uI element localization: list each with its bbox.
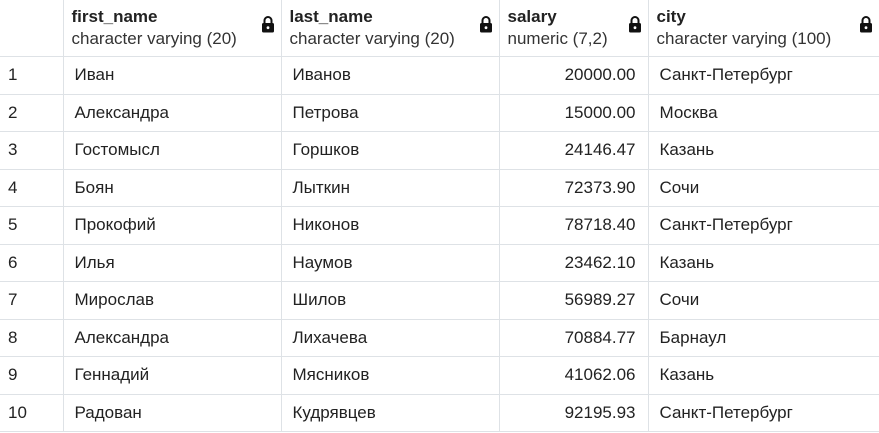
column-type: character varying (20) <box>71 28 237 48</box>
cell-last-name[interactable]: Кудрявцев <box>281 394 500 432</box>
row-number[interactable]: 9 <box>0 356 64 395</box>
cell-city[interactable]: Санкт-Петербург <box>648 394 879 432</box>
table-row[interactable]: 9 Геннадий Мясников 41062.06 Казань <box>0 356 879 395</box>
lock-icon <box>859 16 872 33</box>
table-row[interactable]: 6 Илья Наумов 23462.10 Казань <box>0 244 879 282</box>
cell-salary[interactable]: 24146.47 <box>499 131 649 170</box>
cell-salary[interactable]: 15000.00 <box>499 94 649 132</box>
cell-first-name[interactable]: Александра <box>63 319 282 357</box>
table-row[interactable]: 8 Александра Лихачева 70884.77 Барнаул <box>0 319 879 357</box>
cell-first-name[interactable]: Геннадий <box>63 356 282 395</box>
row-number[interactable]: 5 <box>0 206 64 245</box>
column-type: numeric (7,2) <box>507 28 608 48</box>
cell-city[interactable]: Казань <box>648 356 879 395</box>
table-row[interactable]: 5 Прокофий Никонов 78718.40 Санкт-Петерб… <box>0 206 879 245</box>
row-number[interactable]: 2 <box>0 94 64 132</box>
cell-salary[interactable]: 20000.00 <box>499 56 649 95</box>
cell-last-name[interactable]: Лыткин <box>281 169 500 207</box>
table-row[interactable]: 2 Александра Петрова 15000.00 Москва <box>0 94 879 132</box>
column-header-city[interactable]: city character varying (100) <box>648 0 879 57</box>
cell-first-name[interactable]: Иван <box>63 56 282 95</box>
cell-first-name[interactable]: Гостомысл <box>63 131 282 170</box>
column-header-last-name[interactable]: last_name character varying (20) <box>281 0 500 57</box>
cell-last-name[interactable]: Мясников <box>281 356 500 395</box>
lock-icon <box>261 16 274 33</box>
lock-icon <box>628 16 641 33</box>
cell-first-name[interactable]: Мирослав <box>63 281 282 320</box>
cell-last-name[interactable]: Лихачева <box>281 319 500 357</box>
cell-first-name[interactable]: Прокофий <box>63 206 282 245</box>
cell-salary[interactable]: 23462.10 <box>499 244 649 282</box>
header-row: first_name character varying (20) last_n… <box>0 0 879 57</box>
column-header-first-name[interactable]: first_name character varying (20) <box>63 0 282 57</box>
cell-city[interactable]: Москва <box>648 94 879 132</box>
table-row[interactable]: 4 Боян Лыткин 72373.90 Сочи <box>0 169 879 207</box>
row-number[interactable]: 10 <box>0 394 64 432</box>
cell-city[interactable]: Санкт-Петербург <box>648 206 879 245</box>
cell-city[interactable]: Барнаул <box>648 319 879 357</box>
cell-salary[interactable]: 41062.06 <box>499 356 649 395</box>
column-header-salary[interactable]: salary numeric (7,2) <box>499 0 649 57</box>
row-number[interactable]: 7 <box>0 281 64 320</box>
cell-last-name[interactable]: Наумов <box>281 244 500 282</box>
cell-salary[interactable]: 70884.77 <box>499 319 649 357</box>
column-name: city <box>656 6 686 26</box>
column-type: character varying (20) <box>289 28 455 48</box>
cell-last-name[interactable]: Никонов <box>281 206 500 245</box>
cell-city[interactable]: Сочи <box>648 169 879 207</box>
table-row[interactable]: 1 Иван Иванов 20000.00 Санкт-Петербург <box>0 56 879 95</box>
column-name: last_name <box>289 6 373 26</box>
cell-city[interactable]: Казань <box>648 131 879 170</box>
table-row[interactable]: 10 Радован Кудрявцев 92195.93 Санкт-Пете… <box>0 394 879 432</box>
cell-salary[interactable]: 92195.93 <box>499 394 649 432</box>
row-number[interactable]: 6 <box>0 244 64 282</box>
cell-last-name[interactable]: Шилов <box>281 281 500 320</box>
cell-first-name[interactable]: Александра <box>63 94 282 132</box>
cell-city[interactable]: Сочи <box>648 281 879 320</box>
row-number[interactable]: 8 <box>0 319 64 357</box>
cell-last-name[interactable]: Петрова <box>281 94 500 132</box>
table-row[interactable]: 3 Гостомысл Горшков 24146.47 Казань <box>0 131 879 170</box>
cell-last-name[interactable]: Иванов <box>281 56 500 95</box>
column-type: character varying (100) <box>656 28 832 48</box>
column-name: first_name <box>71 6 158 26</box>
cell-salary[interactable]: 78718.40 <box>499 206 649 245</box>
row-number-header <box>0 0 64 57</box>
cell-first-name[interactable]: Боян <box>63 169 282 207</box>
cell-salary[interactable]: 56989.27 <box>499 281 649 320</box>
row-number[interactable]: 4 <box>0 169 64 207</box>
row-number[interactable]: 1 <box>0 56 64 95</box>
table-row[interactable]: 7 Мирослав Шилов 56989.27 Сочи <box>0 281 879 320</box>
cell-first-name[interactable]: Радован <box>63 394 282 432</box>
cell-first-name[interactable]: Илья <box>63 244 282 282</box>
row-number[interactable]: 3 <box>0 131 64 170</box>
cell-city[interactable]: Казань <box>648 244 879 282</box>
column-name: salary <box>507 6 557 26</box>
cell-last-name[interactable]: Горшков <box>281 131 500 170</box>
cell-salary[interactable]: 72373.90 <box>499 169 649 207</box>
cell-city[interactable]: Санкт-Петербург <box>648 56 879 95</box>
lock-icon <box>479 16 492 33</box>
